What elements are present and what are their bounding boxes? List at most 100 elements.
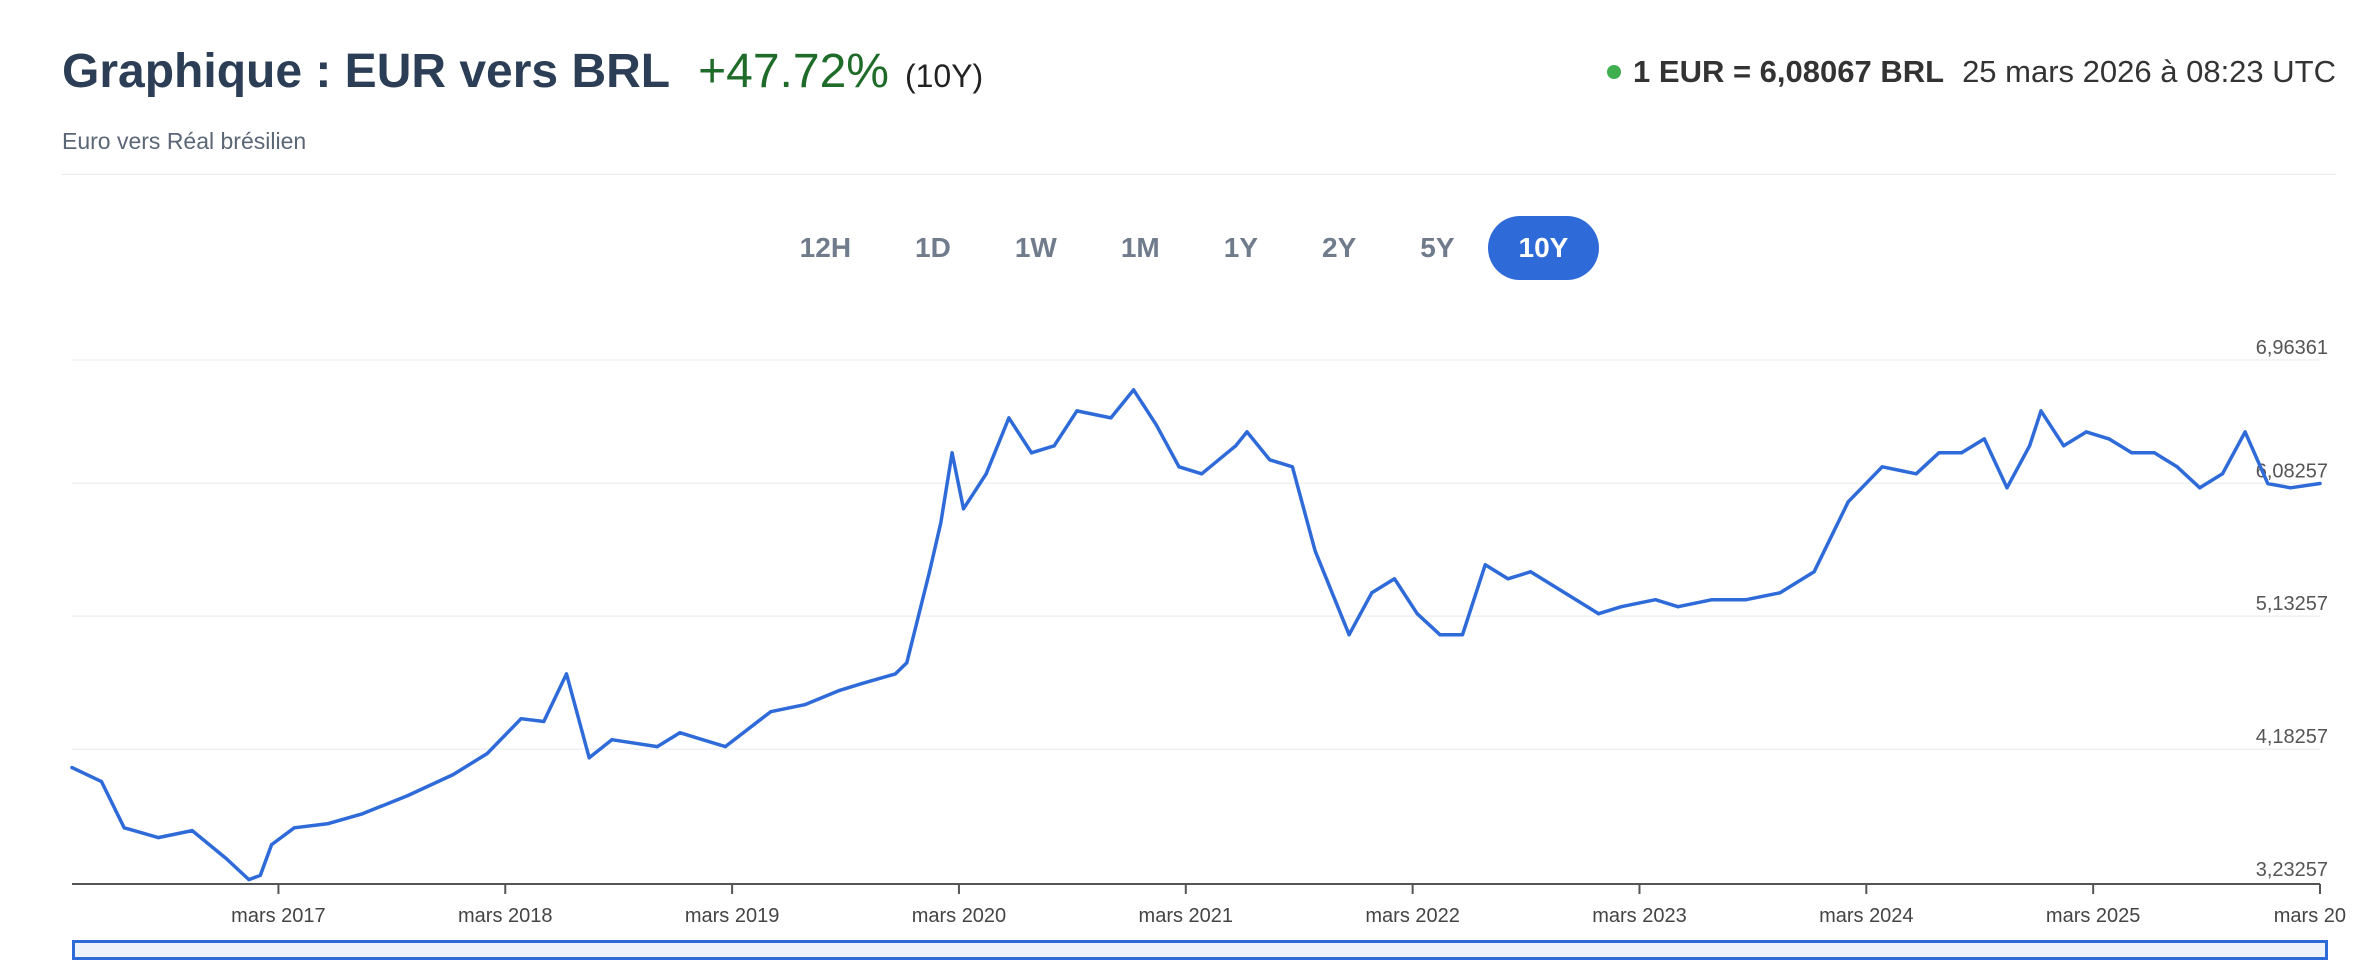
data-point [2130, 451, 2134, 455]
data-point [2220, 472, 2225, 476]
data-point [1744, 598, 1748, 602]
data-point [270, 842, 274, 847]
data-point [1075, 409, 1079, 413]
data-point [803, 703, 807, 707]
data-point [451, 773, 455, 777]
data-point [70, 766, 74, 770]
data-point [485, 752, 489, 756]
data-point [2318, 481, 2322, 486]
y-tick-label: 4,18257 [2256, 726, 2328, 748]
data-point [1132, 388, 1136, 392]
tab-1m[interactable]: 1M [1120, 232, 1160, 263]
data-point [984, 472, 988, 476]
data-point [837, 689, 841, 693]
period-tabs: 12H 1D 1W 1M 1Y 2Y 5Y 10Y [0, 216, 2368, 280]
data-point [927, 570, 932, 574]
data-point [1290, 465, 1295, 469]
data-point [1619, 605, 1623, 609]
rate-timestamp: 25 mars 2026 à 08:23 UTC [1962, 54, 2336, 89]
data-point [1313, 549, 1317, 553]
data-point [2084, 430, 2088, 434]
data-point [564, 672, 569, 676]
data-point [769, 710, 773, 714]
data-point [1778, 591, 1782, 595]
tab-1w[interactable]: 1W [1014, 232, 1057, 263]
tab-12h[interactable]: 12H [799, 232, 852, 263]
data-point [905, 661, 909, 665]
data-point [1914, 472, 1918, 476]
data-point [1370, 591, 1374, 595]
x-tick-label: mars 2022 [1365, 905, 1460, 927]
x-tick-label: mars 2017 [231, 905, 326, 927]
data-point [2028, 444, 2032, 448]
data-point [859, 682, 864, 686]
exchange-rate-chart[interactable]: 6,96361 6,08257 5,13257 4,18257 3,23257 mars … [0, 320, 2368, 940]
data-point [1959, 451, 1964, 455]
data-point [2198, 486, 2202, 490]
x-tick-label: mars 2020 [912, 905, 1007, 927]
data-point [2175, 465, 2179, 469]
data-point [610, 738, 614, 742]
chart-header: Graphique : EUR vers BRL +47.72% (10Y) E… [62, 44, 2336, 174]
data-point [2062, 444, 2066, 448]
data-point [1574, 598, 1578, 602]
data-point [1234, 444, 1238, 448]
data-point [1597, 612, 1601, 616]
y-tick-label: 3,23257 [2256, 859, 2328, 881]
data-point [224, 856, 228, 861]
y-tick-label: 6,96361 [2256, 337, 2328, 359]
data-point [406, 794, 410, 798]
data-point [1880, 465, 1884, 469]
data-point [122, 826, 126, 830]
data-point [1551, 584, 1555, 588]
data-point [893, 672, 898, 676]
tab-1d[interactable]: 1D [915, 232, 951, 263]
x-tick-label: mars 2025 [2046, 905, 2141, 927]
page-title: Graphique : EUR vers BRL [62, 45, 671, 98]
x-tick-label: mars 2021 [1139, 905, 1234, 927]
data-point [1937, 451, 1941, 455]
data-point [587, 756, 591, 760]
x-tick-label: mars 20 [2274, 905, 2346, 927]
y-tick-label: 5,13257 [2256, 593, 2328, 615]
data-point [701, 738, 705, 742]
range-navigator[interactable] [72, 940, 2328, 960]
data-point [939, 521, 943, 525]
data-point [1982, 437, 1986, 441]
data-point [1007, 416, 1011, 420]
tab-10y[interactable]: 10Y [1487, 216, 1600, 280]
tab-2y[interactable]: 2Y [1322, 232, 1357, 263]
data-point [1506, 577, 1510, 581]
x-tick-label: mars 2019 [685, 905, 780, 927]
data-point [961, 507, 966, 511]
tab-5y[interactable]: 5Y [1420, 232, 1455, 263]
data-point [519, 717, 523, 721]
data-point [1245, 430, 1249, 434]
x-tick-label: mars 2018 [458, 905, 553, 927]
data-point [2039, 409, 2043, 413]
data-point [1460, 633, 1465, 637]
data-point [2107, 437, 2111, 441]
data-point [1052, 444, 1056, 448]
data-point [1528, 570, 1533, 574]
status-dot-icon [1607, 65, 1622, 79]
data-point [360, 812, 364, 816]
data-point [258, 873, 262, 877]
tab-1y[interactable]: 1Y [1223, 232, 1258, 263]
percent-change: +47.72% [698, 45, 889, 98]
data-point [723, 745, 727, 749]
data-point [1200, 472, 1204, 476]
data-point [1438, 633, 1442, 637]
data-point [1347, 633, 1351, 637]
data-point [950, 451, 954, 455]
title-row: Graphique : EUR vers BRL +47.72% (10Y) [62, 44, 983, 99]
data-point [1710, 598, 1714, 602]
live-rate: 1 EUR = 6,08067 BRL 25 mars 2026 à 08:23… [1607, 54, 2336, 90]
data-point [247, 877, 251, 882]
data-point [2243, 430, 2247, 434]
data-point [1177, 465, 1181, 469]
rate-value: 1 EUR = 6,08067 BRL [1633, 54, 1945, 89]
y-tick-label: 6,08257 [2256, 460, 2328, 482]
data-point [1392, 577, 1397, 581]
series-line [70, 388, 2322, 882]
